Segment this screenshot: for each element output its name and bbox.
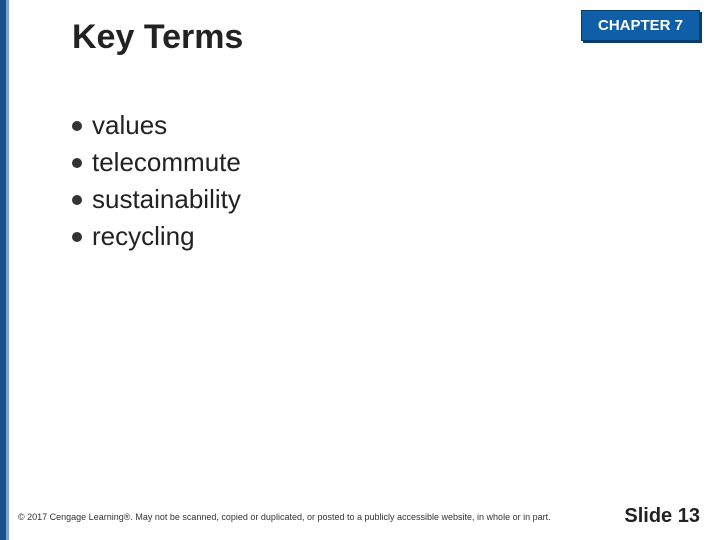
page-title: Key Terms (72, 18, 243, 57)
bullet-text: values (92, 110, 167, 141)
list-item: values (72, 110, 241, 141)
bullet-list: values telecommute sustainability recycl… (72, 110, 241, 258)
list-item: sustainability (72, 184, 241, 215)
list-item: recycling (72, 221, 241, 252)
list-item: telecommute (72, 147, 241, 178)
chapter-badge: CHAPTER 7 (581, 10, 700, 41)
left-accent-stripe-inner (6, 0, 9, 540)
bullet-text: telecommute (92, 147, 241, 178)
bullet-text: recycling (92, 221, 195, 252)
bullet-text: sustainability (92, 184, 241, 215)
bullet-icon (72, 121, 82, 131)
bullet-icon (72, 232, 82, 242)
slide-number: Slide 13 (624, 505, 700, 528)
bullet-icon (72, 158, 82, 168)
copyright-text: © 2017 Cengage Learning®. May not be sca… (18, 512, 551, 522)
bullet-icon (72, 195, 82, 205)
